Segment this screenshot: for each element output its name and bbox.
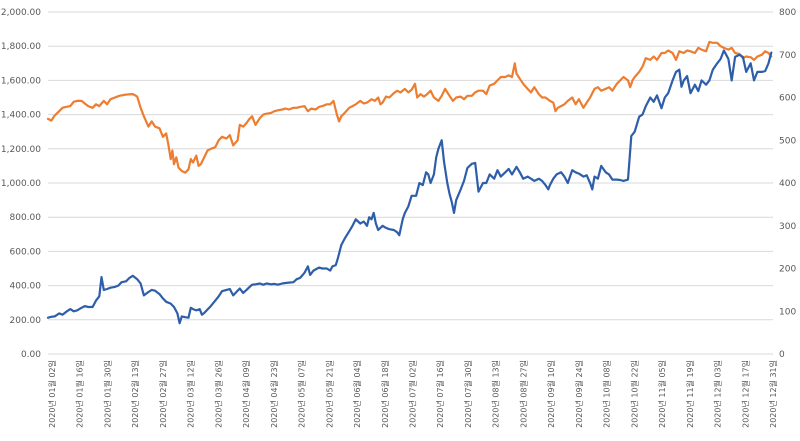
right-axis-tick-label: 200	[779, 265, 796, 275]
right-axis-tick-label: 500	[779, 136, 796, 146]
x-axis-tick-label: 2020년 09월 24일	[574, 360, 584, 428]
left-axis-tick-label: 1,600.00	[1, 76, 41, 86]
x-axis-tick-label: 2020년 02월 27일	[158, 360, 168, 428]
x-axis-tick-label: 2020년 10월 08일	[602, 360, 612, 428]
left-axis-tick-label: 0.00	[21, 350, 41, 360]
left-axis-tick-label: 800.00	[10, 213, 42, 223]
left-axis-tick-label: 1,200.00	[1, 145, 41, 155]
right-axis-tick-label: 0	[779, 350, 785, 360]
x-axis-tick-label: 2020년 12월 03일	[713, 360, 723, 428]
x-axis-tick-label: 2020년 11월 05일	[657, 360, 667, 428]
x-axis-tick-label: 2020년 10월 22일	[629, 360, 639, 428]
x-axis-tick-label: 2020년 04월 23일	[269, 360, 279, 428]
x-axis-ticks: 2020년 01월 02일 2020년 01월 16일 2020년 01월 30일 2…	[47, 360, 778, 428]
left-axis-ticks: 0.00 200.00 400.00 600.00 800.00 1,000.00 1,20…	[1, 8, 41, 360]
left-axis-tick-label: 1,800.00	[1, 42, 41, 52]
x-axis-tick-label: 2020년 03월 12일	[186, 360, 196, 428]
x-axis-tick-label: 2020년 08월 13일	[491, 360, 501, 428]
series-line-1	[46, 40, 773, 174]
x-axis-tick-label: 2020년 06월 18일	[380, 360, 390, 428]
left-axis-tick-label: 200.00	[10, 316, 42, 326]
x-axis-tick-label: 2020년 03월 26일	[213, 360, 223, 428]
right-axis-tick-label: 400	[779, 179, 796, 189]
series-line-2	[46, 49, 773, 325]
x-axis-tick-label: 2020년 12월 31일	[768, 360, 778, 428]
left-axis-tick-label: 1,000.00	[1, 179, 41, 189]
x-axis-tick-label: 2020년 04월 09일	[241, 360, 251, 428]
x-axis-tick-label: 2020년 02월 13일	[130, 360, 140, 428]
left-axis-tick-label: 400.00	[10, 282, 42, 292]
gridlines	[48, 11, 773, 355]
right-axis-tick-label: 100	[779, 307, 796, 317]
x-axis-tick-label: 2020년 06월 04일	[352, 360, 362, 428]
right-axis-tick-label: 300	[779, 222, 796, 232]
x-axis-tick-label: 2020년 01월 30일	[102, 360, 112, 428]
x-axis-tick-label: 2020년 07월 02일	[408, 360, 418, 428]
x-axis-tick-label: 2020년 07월 16일	[435, 360, 445, 428]
x-axis-tick-label: 2020년 12월 17일	[740, 360, 750, 428]
x-axis-tick-label: 2020년 01월 02일	[47, 360, 57, 428]
x-axis-tick-label: 2020년 05월 21일	[324, 360, 334, 428]
right-axis-tick-label: 700	[779, 51, 796, 61]
x-axis-tick-label: 2020년 08월 27일	[518, 360, 528, 428]
x-axis-tick-label: 2020년 11월 19일	[685, 360, 695, 428]
left-axis-tick-label: 600.00	[10, 247, 42, 257]
left-axis-tick-label: 2,000.00	[1, 8, 41, 18]
right-axis-tick-label: 800	[779, 8, 796, 18]
x-axis-tick-label: 2020년 05월 07일	[297, 360, 307, 428]
x-axis-tick-label: 2020년 01월 16일	[75, 360, 85, 428]
right-axis-ticks: 0 100 200 300 400 500 600 700 800	[779, 8, 796, 360]
x-axis-tick-label: 2020년 07월 30일	[463, 360, 473, 428]
right-axis-tick-label: 600	[779, 94, 796, 104]
x-axis-tick-label: 2020년 09월 10일	[546, 360, 556, 428]
series-lines	[46, 40, 773, 325]
left-axis-tick-label: 1,400.00	[1, 111, 41, 121]
